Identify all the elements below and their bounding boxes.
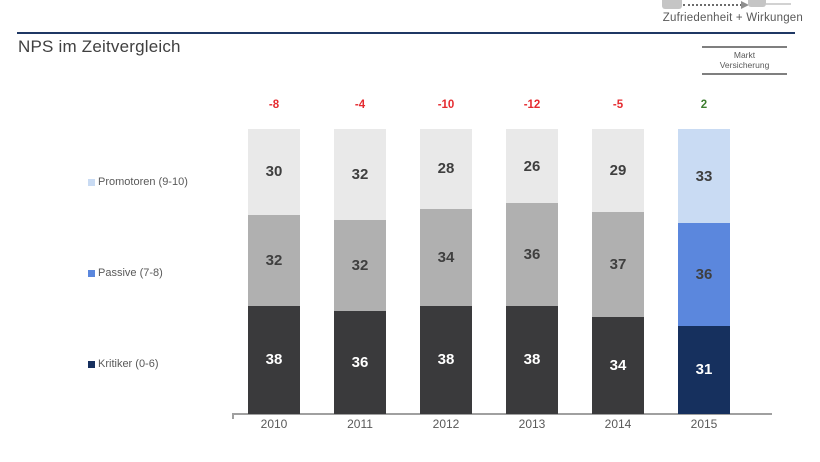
segment-kritiker-2011: 36 — [334, 311, 386, 414]
bar-group-2015: 2 33 36 31 2015 — [678, 0, 730, 440]
x-axis-tick — [232, 413, 234, 419]
segment-label-line2: Versicherung — [719, 59, 770, 70]
bar-group-2014: -5 29 37 34 2014 — [592, 0, 644, 440]
nps-value-label: -8 — [268, 99, 280, 111]
title-divider — [17, 32, 795, 34]
segment-passive-2013: 36 — [506, 203, 558, 306]
nps-value-label: -12 — [523, 99, 541, 111]
segment-passive-2010: 32 — [248, 214, 300, 306]
segment-promotoren-2013: 26 — [506, 129, 558, 204]
market-segment-label: Markt Versicherung — [702, 46, 787, 75]
segment-promotoren-2011: 32 — [334, 129, 386, 221]
segment-passive-2015: 36 — [678, 223, 730, 326]
legend-label: Promotoren (9-10) — [98, 176, 188, 188]
x-axis-label: 2012 — [432, 417, 460, 431]
segment-kritiker-2013: 38 — [506, 305, 558, 414]
segment-passive-2012: 34 — [420, 208, 472, 306]
nps-value-label: -4 — [354, 99, 366, 111]
segment-kritiker-2012: 38 — [420, 305, 472, 414]
segment-promotoren-2014: 29 — [592, 129, 644, 212]
segment-kritiker-2010: 38 — [248, 305, 300, 414]
segment-kritiker-2015: 31 — [678, 325, 730, 414]
nav-step-box — [748, 0, 766, 7]
x-axis-label: 2015 — [690, 417, 718, 431]
x-axis-label: 2014 — [604, 417, 632, 431]
segment-passive-2011: 32 — [334, 220, 386, 312]
legend-marker-icon — [88, 178, 95, 186]
legend-item-passive: Passive (7-8) — [88, 267, 163, 279]
page-title: NPS im Zeitvergleich — [18, 37, 181, 56]
dotted-connector-line — [683, 4, 742, 6]
nps-value-label: -5 — [612, 99, 624, 111]
nps-value-label: 2 — [700, 99, 708, 111]
bar-group-2013: -12 26 36 38 2013 — [506, 0, 558, 440]
bar-group-2010: -8 30 32 38 2010 — [248, 0, 300, 440]
segment-label-line1: Markt — [733, 50, 756, 60]
bar-group-2012: -10 28 34 38 2012 — [420, 0, 472, 440]
legend-label: Kritiker (0-6) — [98, 358, 159, 370]
nps-value-label: -10 — [437, 99, 455, 111]
legend-marker-icon — [88, 269, 95, 277]
segment-passive-2014: 37 — [592, 211, 644, 318]
legend-item-kritiker: Kritiker (0-6) — [88, 358, 159, 370]
segment-kritiker-2014: 34 — [592, 317, 644, 414]
context-label: Zufriedenheit + Wirkungen — [662, 12, 803, 24]
nav-step-box — [662, 0, 682, 9]
x-axis-label: 2013 — [518, 417, 546, 431]
arrow-right-icon — [741, 1, 749, 9]
x-axis-label: 2010 — [260, 417, 288, 431]
segment-promotoren-2015: 33 — [678, 129, 730, 224]
legend-label: Passive (7-8) — [98, 267, 163, 279]
legend-item-promotoren: Promotoren (9-10) — [88, 176, 188, 188]
bar-group-2011: -4 32 32 36 2011 — [334, 0, 386, 440]
legend-marker-icon — [88, 360, 95, 368]
x-axis-label: 2011 — [347, 417, 373, 431]
connector-line — [766, 3, 791, 5]
segment-promotoren-2010: 30 — [248, 129, 300, 215]
x-axis-line — [232, 413, 772, 415]
segment-promotoren-2012: 28 — [420, 129, 472, 209]
